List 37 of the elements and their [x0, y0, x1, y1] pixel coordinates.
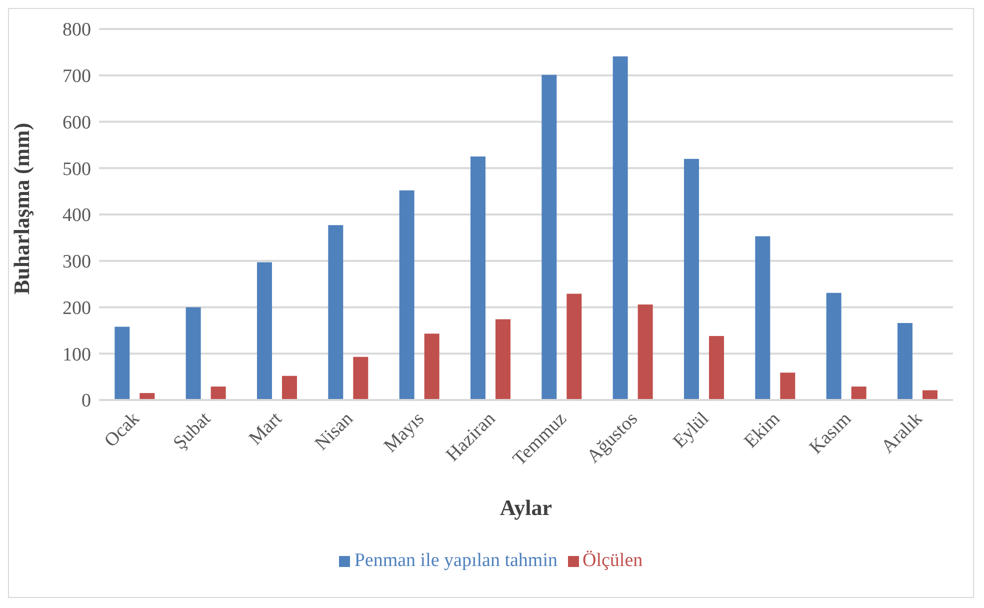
bar: [542, 74, 557, 400]
x-tick-label: Mart: [245, 408, 287, 450]
bar: [851, 386, 866, 400]
y-tick-label: 600: [62, 112, 91, 134]
x-axis-title: Aylar: [500, 495, 552, 520]
legend-label: Penman ile yapılan tahmin: [354, 550, 558, 571]
y-tick-label: 100: [62, 344, 91, 366]
bar: [495, 319, 510, 400]
y-tick-label: 0: [82, 390, 91, 412]
y-tick-label: 500: [62, 158, 91, 180]
bar: [897, 323, 912, 400]
legend-label: Ölçülen: [582, 550, 643, 571]
bar: [780, 372, 796, 400]
x-tick-label: Ocak: [100, 408, 144, 452]
bar: [424, 334, 440, 400]
bar: [256, 262, 272, 400]
bar: [114, 326, 130, 400]
bar: [826, 292, 842, 400]
bar: [566, 294, 582, 400]
bar: [186, 307, 201, 400]
y-tick-label: 700: [62, 66, 91, 88]
y-tick-label: 800: [62, 20, 91, 41]
bar: [470, 156, 486, 400]
bar: [399, 190, 414, 400]
bar: [684, 158, 699, 400]
bar: [708, 336, 724, 400]
bar: [353, 356, 368, 400]
bar: [328, 225, 344, 400]
y-tick-label: 400: [62, 205, 91, 226]
bar: [210, 386, 226, 400]
y-tick-label: 300: [62, 252, 91, 273]
bar: [638, 304, 653, 400]
y-axis-title: Buharlaşma (mm): [8, 122, 34, 294]
bar: [612, 56, 628, 400]
bar: [755, 236, 770, 400]
bar: [282, 376, 297, 400]
y-tick-label: 200: [62, 298, 91, 319]
